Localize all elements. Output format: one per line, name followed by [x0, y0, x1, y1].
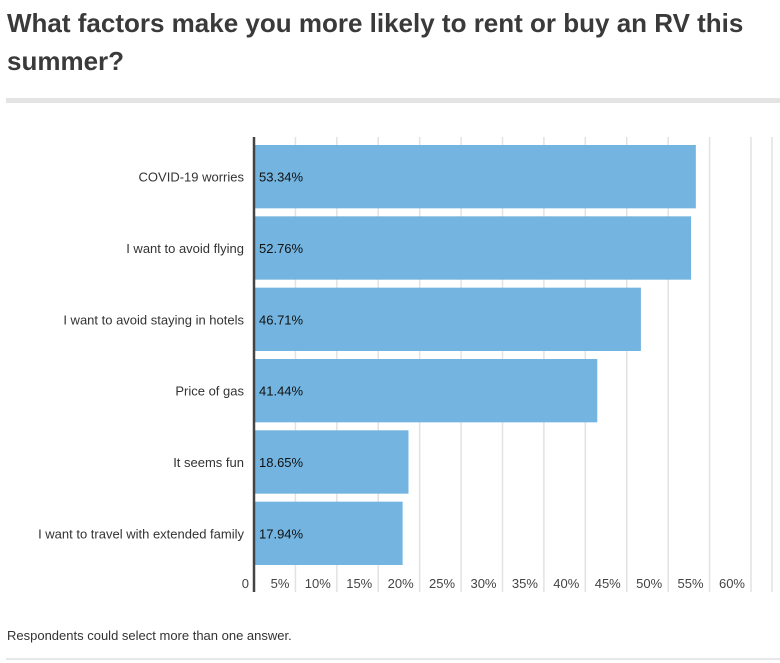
x-tick-label: 25%: [429, 576, 455, 591]
x-tick-label: 30%: [470, 576, 496, 591]
bar: [254, 216, 692, 280]
bar-chart: 0 5% 10% 15% 20% 25% 30% 35% 40% 45% 50% 55% 60% 53.3…: [38, 137, 773, 592]
bar-value-label: 53.34%: [259, 170, 304, 185]
footer-divider: [6, 658, 780, 660]
category-label: I want to avoid flying: [126, 241, 244, 256]
bar: [254, 501, 403, 565]
category-label: I want to avoid staying in hotels: [63, 312, 244, 327]
bar-value-label: 52.76%: [259, 241, 304, 256]
bar: [254, 359, 598, 423]
category-label: COVID-19 worries: [139, 170, 245, 185]
x-tick-label: 15%: [346, 576, 372, 591]
x-tick-label: 60%: [719, 576, 745, 591]
category-label: Price of gas: [175, 384, 244, 399]
bar: [254, 145, 696, 209]
chart-title: What factors make you more likely to ren…: [7, 8, 744, 76]
x-tick-label: 50%: [636, 576, 662, 591]
x-tick-label: 20%: [388, 576, 414, 591]
chart-footnote: Respondents could select more than one a…: [7, 628, 292, 643]
x-tick-label: 45%: [595, 576, 621, 591]
x-tick-label: 35%: [512, 576, 538, 591]
title-divider: [6, 98, 780, 103]
x-tick-label: 10%: [305, 576, 331, 591]
bar: [254, 287, 641, 351]
bar-value-label: 18.65%: [259, 455, 304, 470]
x-tick-label: 5%: [271, 576, 290, 591]
category-label: I want to travel with extended family: [38, 526, 244, 541]
bar-value-label: 41.44%: [259, 384, 304, 399]
bar: [254, 430, 409, 494]
x-tick-label: 0: [242, 576, 249, 591]
bar-value-label: 46.71%: [259, 312, 304, 327]
x-tick-label: 40%: [553, 576, 579, 591]
x-tick-label: 55%: [678, 576, 704, 591]
bar-value-label: 17.94%: [259, 526, 304, 541]
category-label: It seems fun: [173, 455, 244, 470]
